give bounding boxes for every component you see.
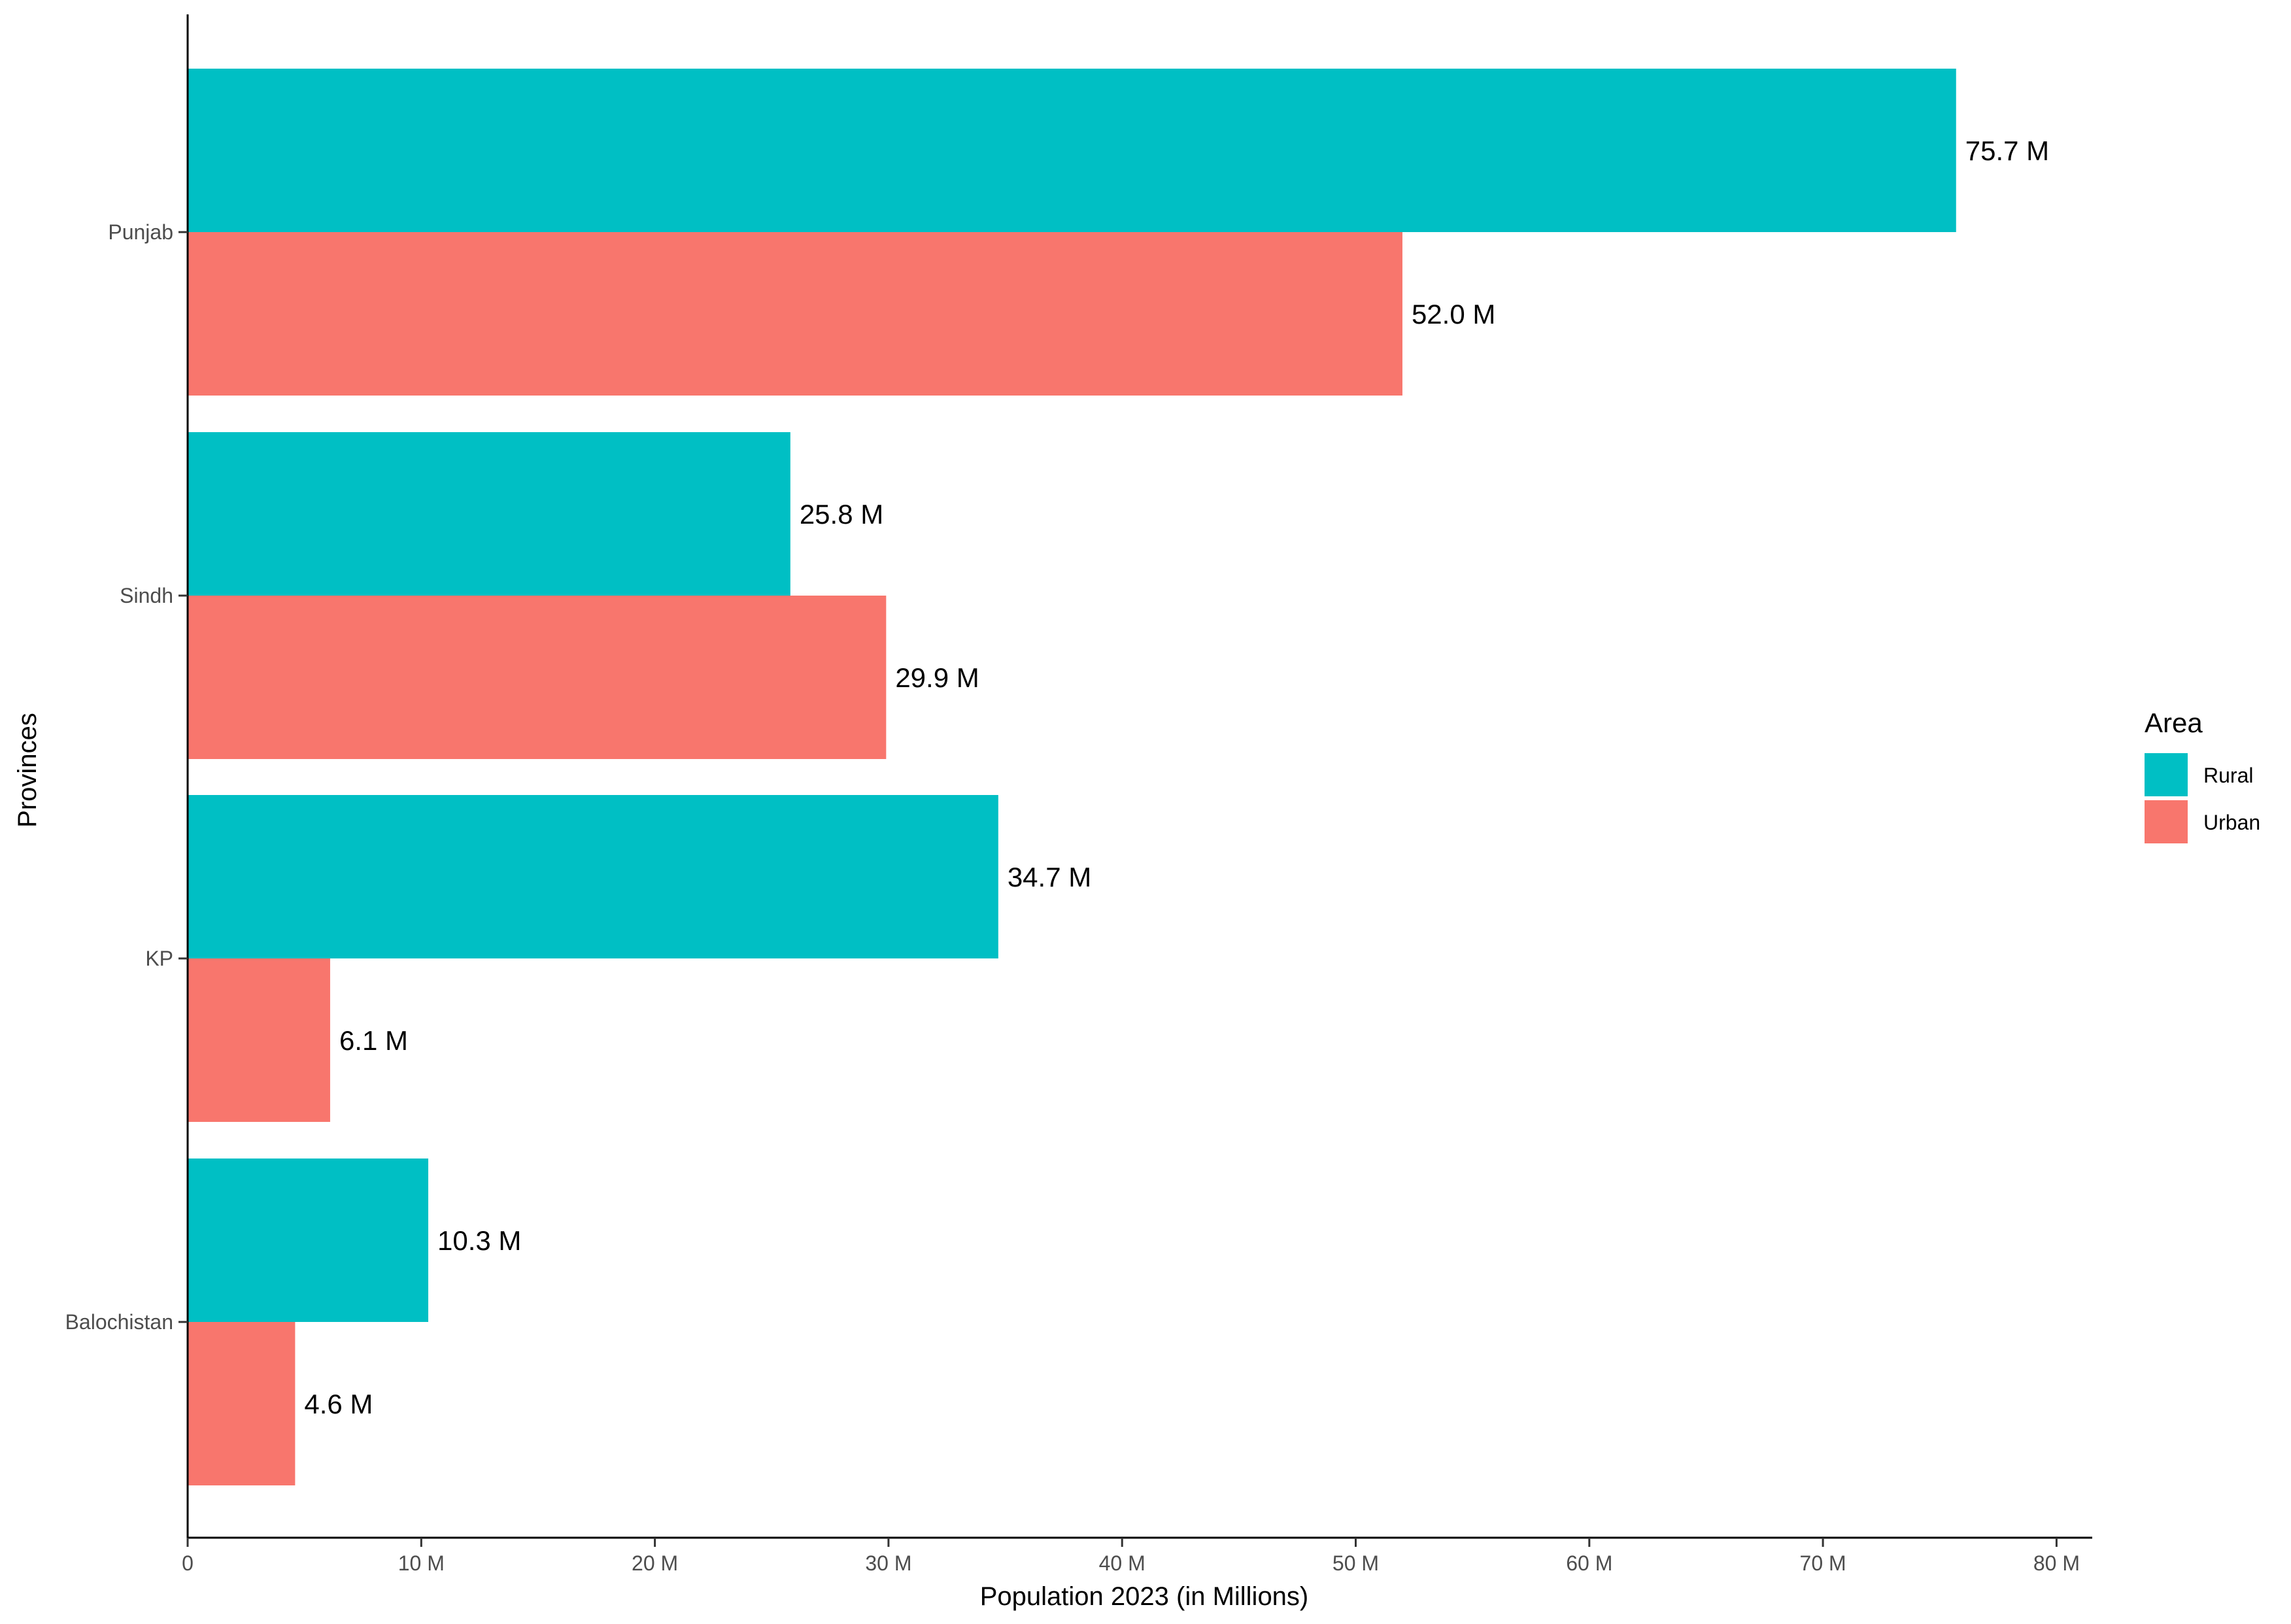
- y-tick-label: Sindh: [120, 584, 173, 607]
- axes-layer: [186, 14, 2092, 1539]
- data-label-rural-kp: 34.7 M: [1008, 862, 1091, 892]
- bar-rural-kp: [188, 795, 998, 958]
- x-tick-label: 0: [182, 1551, 194, 1575]
- bar-urban-balochistan: [188, 1322, 296, 1485]
- data-label-rural-balochistan: 10.3 M: [437, 1225, 521, 1256]
- x-tick-label: 50 M: [1332, 1551, 1379, 1575]
- data-label-urban-kp: 6.1 M: [339, 1025, 408, 1056]
- data-labels-layer: 75.7 M 52.0 M 25.8 M 29.9 M 34.7 M 6.1 M 10.3 …: [304, 135, 2049, 1419]
- legend-key-urban: [2145, 800, 2188, 843]
- data-label-urban-sindh: 29.9 M: [895, 662, 979, 693]
- bar-urban-sindh: [188, 596, 887, 759]
- legend-label-urban: Urban: [2203, 811, 2260, 834]
- y-axis-title: Provinces: [13, 713, 42, 828]
- bar-rural-sindh: [188, 432, 790, 596]
- y-ticks: Punjab Sindh KP Balochistan: [65, 220, 188, 1334]
- data-label-rural-punjab: 75.7 M: [1965, 135, 2049, 166]
- bar-rural-punjab: [188, 69, 1956, 232]
- x-tick-label: 70 M: [1800, 1551, 1846, 1575]
- legend-items: Rural Urban: [2145, 753, 2260, 843]
- data-label-rural-sindh: 25.8 M: [800, 499, 883, 530]
- y-tick-label: Punjab: [108, 220, 173, 244]
- x-ticks: 0 10 M 20 M 30 M 40 M 50 M 60 M 70 M 80 M: [182, 1538, 2080, 1575]
- x-axis-title: Population 2023 (in Millions): [980, 1582, 1309, 1611]
- data-label-urban-balochistan: 4.6 M: [304, 1389, 373, 1419]
- bars-layer: [188, 69, 1956, 1485]
- legend-label-rural: Rural: [2203, 764, 2253, 787]
- y-tick-label: Balochistan: [65, 1310, 173, 1334]
- bar-urban-kp: [188, 958, 330, 1122]
- y-tick-label: KP: [145, 947, 173, 970]
- x-tick-label: 40 M: [1099, 1551, 1146, 1575]
- bar-rural-balochistan: [188, 1159, 429, 1322]
- x-tick-label: 60 M: [1566, 1551, 1612, 1575]
- x-tick-label: 20 M: [632, 1551, 678, 1575]
- x-tick-label: 10 M: [398, 1551, 445, 1575]
- legend: Area Rural Urban: [2145, 707, 2260, 843]
- x-tick-label: 30 M: [865, 1551, 911, 1575]
- legend-key-rural: [2145, 753, 2188, 796]
- bar-urban-punjab: [188, 232, 1402, 396]
- legend-title: Area: [2145, 707, 2203, 738]
- data-label-urban-punjab: 52.0 M: [1412, 299, 1495, 330]
- x-tick-label: 80 M: [2033, 1551, 2080, 1575]
